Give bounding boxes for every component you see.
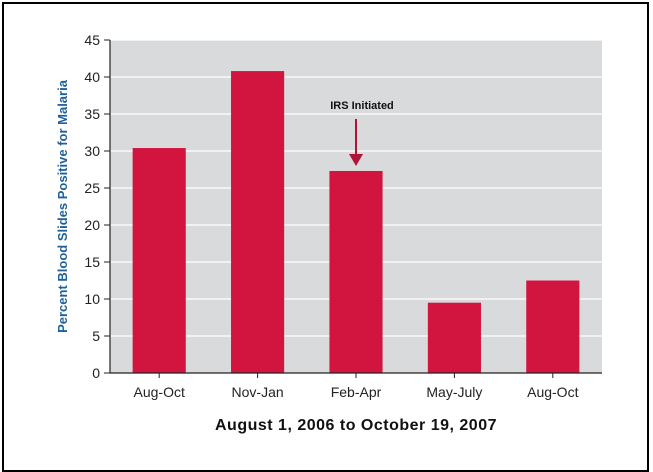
y-tick-label: 15	[84, 254, 100, 270]
y-tick-label: 35	[84, 106, 100, 122]
bar	[427, 302, 481, 373]
bar	[526, 280, 580, 373]
x-tick-label: Aug-Oct	[134, 384, 185, 400]
x-tick-label: Aug-Oct	[527, 384, 578, 400]
y-tick-label: 10	[84, 291, 100, 307]
y-tick-label: 30	[84, 143, 100, 159]
bar	[231, 71, 285, 373]
y-tick-label: 40	[84, 69, 100, 85]
y-tick-label: 25	[84, 180, 100, 196]
y-tick-label: 0	[92, 365, 100, 381]
annotations: IRS Initiated	[330, 100, 394, 166]
axes	[104, 39, 602, 378]
x-tick-labels: Aug-Oct Nov-Jan Feb-Apr May-July Aug-Oct	[134, 384, 579, 400]
y-axis-label: Percent Blood Slides Positive for Malari…	[55, 79, 70, 333]
x-tick-label: Feb-Apr	[331, 384, 382, 400]
bars	[132, 71, 580, 373]
annotation-arrow-head	[349, 153, 363, 166]
annotation-label: IRS Initiated	[330, 100, 394, 112]
x-tick-label: May-July	[426, 384, 482, 400]
y-tick-label: 5	[92, 328, 100, 344]
y-tick-label: 45	[84, 32, 100, 48]
bar	[329, 170, 383, 373]
bar	[132, 148, 186, 373]
x-axis-label: August 1, 2006 to October 19, 2007	[215, 417, 497, 434]
y-tick-label: 20	[84, 217, 100, 233]
y-tick-labels: 0 5 10 15 20 25 30 35 40 45	[84, 32, 100, 381]
bar-chart: 0 5 10 15 20 25 30 35 40 45 Aug-Oct Nov-Jan Feb-Apr…	[55, 32, 602, 434]
x-tick-label: Nov-Jan	[232, 384, 284, 400]
